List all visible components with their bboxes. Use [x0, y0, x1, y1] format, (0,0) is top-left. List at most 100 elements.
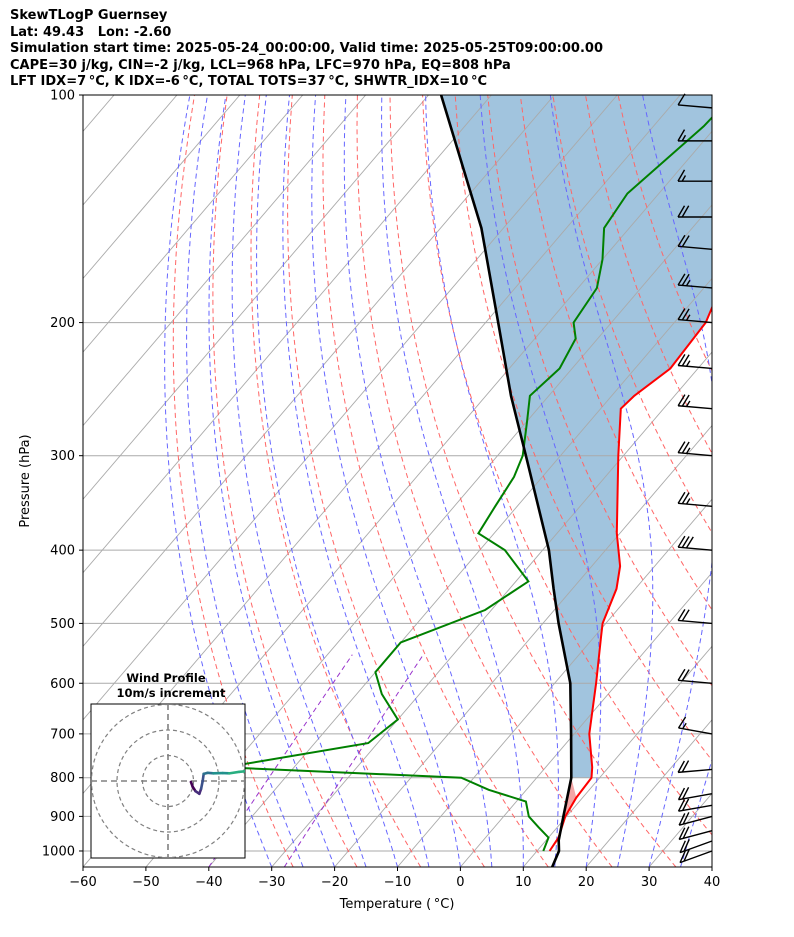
- wind-barb: [677, 441, 713, 457]
- mixing-ratio-line: [283, 654, 424, 867]
- x-tick-label: −20: [321, 875, 348, 890]
- x-tick-label: 0: [456, 875, 464, 890]
- isotherm-line: [83, 95, 429, 500]
- wind-barb-flag: [678, 813, 686, 826]
- wind-barb: [678, 812, 713, 826]
- wind-barb: [677, 394, 713, 410]
- wind-barb-flag: [682, 812, 690, 825]
- wind-barb-staff: [678, 546, 713, 551]
- wind-barb: [677, 273, 713, 289]
- wind-barbs: [677, 93, 713, 864]
- temperature-line: [548, 305, 712, 852]
- wind-barb-flag: [677, 441, 686, 454]
- hodograph-segment: [283, 784, 291, 789]
- isotherm-line: [145, 204, 712, 867]
- wind-barb: [677, 234, 713, 251]
- wind-barb: [677, 129, 712, 142]
- wind-barb-flag: [678, 827, 686, 840]
- y-axis-ticks: 1000 900 800 700 600 500 400 300 200 100: [42, 89, 83, 859]
- moist-adiabat-line: [311, 95, 461, 867]
- wind-barb-flag: [681, 354, 690, 367]
- y-tick-label: 400: [50, 544, 75, 559]
- cin-fill: [549, 777, 577, 851]
- x-tick-label: 10: [515, 875, 532, 890]
- wind-barb-flag: [677, 787, 686, 800]
- wind-barb-staff: [678, 405, 713, 410]
- wind-barb: [677, 205, 712, 218]
- wind-barb-flag: [682, 798, 690, 811]
- wind-barb-staff: [679, 840, 713, 854]
- x-axis-label: Temperature ( °C): [339, 897, 455, 912]
- moist-adiabat-line: [479, 95, 602, 867]
- y-tick-label: 1000: [42, 844, 75, 859]
- wind-barb: [677, 354, 713, 370]
- wind-barb-flag: [681, 205, 690, 218]
- title-line-4: CAPE=30 j/kg, CIN=-2 j/kg, LCL=968 hPa, …: [10, 57, 511, 73]
- wind-barb-flag: [677, 716, 687, 729]
- wind-barb: [677, 608, 713, 625]
- wind-barb: [677, 787, 713, 801]
- wind-barb-flag: [679, 850, 686, 863]
- wind-barb: [677, 760, 713, 774]
- wind-barb: [677, 535, 713, 551]
- wind-barb-half-flag: [685, 400, 691, 407]
- moist-adiabat-line: [425, 95, 559, 867]
- moist-adiabat-line: [282, 95, 430, 867]
- isotherm-line: [711, 866, 712, 867]
- title-line-5: LFT IDX=7 °C, K IDX=-6 °C, TOTAL TOTS=37…: [10, 74, 488, 89]
- moist-adiabats: [164, 95, 712, 867]
- hodograph-segment: [275, 778, 283, 783]
- wind-barb-half-flag: [681, 175, 687, 182]
- dry-adiabat-line: [250, 95, 422, 867]
- wind-barb-flag: [677, 608, 686, 621]
- x-tick-label: −10: [384, 875, 411, 890]
- dry-adiabat-line: [487, 95, 712, 687]
- isotherm-line: [585, 719, 712, 867]
- wind-barb-flag: [677, 535, 686, 548]
- moist-adiabat-line: [343, 95, 493, 867]
- wind-barb-staff: [678, 619, 713, 625]
- wind-barb-staff: [678, 364, 713, 370]
- wind-barb-flag: [677, 169, 686, 182]
- hodograph-segment: [227, 770, 241, 775]
- wind-barb-half-flag: [685, 360, 691, 367]
- cape-fill: [441, 95, 712, 778]
- isotherm-line: [83, 95, 304, 353]
- x-tick-label: −30: [258, 875, 285, 890]
- wind-barb-staff: [678, 793, 713, 801]
- wind-barb-flag: [681, 308, 690, 321]
- wind-barb-flag: [681, 760, 690, 773]
- wind-barb-flag: [677, 93, 686, 106]
- wind-barb-flag: [681, 492, 690, 505]
- wind-barb-flag: [677, 760, 685, 773]
- isotherm-line: [334, 424, 712, 867]
- y-axis-label: Pressure (hPa): [18, 434, 33, 527]
- y-tick-label: 600: [50, 677, 75, 692]
- x-tick-label: −60: [69, 875, 96, 890]
- mixing-ratio-line: [208, 654, 353, 867]
- moist-adiabat-line: [549, 95, 654, 867]
- wind-barb: [678, 826, 713, 841]
- wind-barb-staff: [678, 245, 713, 251]
- dry-adiabat-line: [422, 95, 712, 836]
- x-tick-label: −50: [132, 875, 159, 890]
- wind-barb: [679, 839, 713, 854]
- hodograph-segment: [257, 771, 266, 772]
- title-line-3: Simulation start time: 2025-05-24_00:00:…: [10, 41, 603, 56]
- y-tick-label: 200: [50, 316, 75, 331]
- y-tick-label: 900: [50, 810, 75, 825]
- y-tick-label: 500: [50, 617, 75, 632]
- wind-barb-flag: [681, 609, 690, 622]
- wind-barb-staff: [678, 829, 713, 841]
- dewpoint-line: [224, 116, 712, 852]
- wind-barb-staff: [678, 104, 713, 109]
- wind-barb: [677, 491, 713, 508]
- x-axis-ticks: −60 −50 −40 −30 −20 −10 0 10 20 30 40: [69, 867, 720, 890]
- wind-barb-half-flag: [682, 722, 687, 730]
- wind-barb-flag: [681, 669, 690, 682]
- wind-barb-staff: [678, 284, 713, 289]
- x-tick-label: 40: [704, 875, 721, 890]
- profiles: [224, 95, 712, 867]
- wind-barb-half-flag: [681, 134, 687, 142]
